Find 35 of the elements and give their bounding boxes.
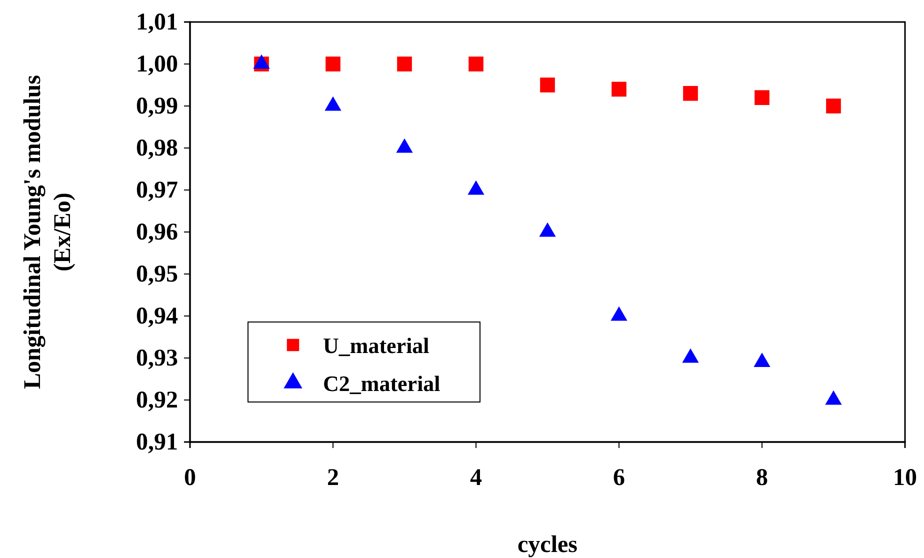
y-tick-label: 0,96: [136, 220, 178, 246]
point: [683, 86, 698, 101]
y-tick-label: 0,91: [136, 430, 178, 456]
point: [826, 98, 841, 114]
y-tick-label: 1,00: [136, 52, 178, 78]
point: [754, 90, 770, 106]
x-tick-label: 10: [893, 465, 917, 492]
point: [825, 390, 842, 405]
x-tick-label: 6: [613, 465, 625, 492]
point: [754, 352, 770, 368]
point: [539, 222, 556, 237]
x-tick-label: 2: [327, 465, 339, 492]
legend-label: C2_material: [323, 371, 440, 396]
point: [610, 306, 628, 321]
y-tick-label: 0,99: [136, 94, 178, 120]
legend-label: U_material: [323, 333, 430, 358]
point: [397, 56, 412, 72]
point: [612, 82, 626, 97]
x-axis-title: cycles: [518, 532, 578, 558]
y-tick-label: 0,95: [136, 262, 178, 288]
y-tick-label: 0,98: [136, 136, 178, 162]
x-tick-label: 8: [756, 465, 768, 492]
point: [468, 180, 484, 195]
y-tick-label: 0,92: [136, 388, 178, 414]
point: [468, 56, 484, 72]
x-tick-label: 4: [470, 465, 482, 492]
y-tick-label: 0,93: [136, 346, 178, 372]
point: [326, 56, 340, 72]
x-tick-label: 0: [184, 465, 196, 492]
point: [682, 348, 699, 363]
y-axis-title: Longitudinal Young's modulus (Ex/Eo): [20, 75, 76, 389]
y-tick-label: 0,97: [136, 178, 178, 204]
point: [540, 78, 555, 92]
y-tick-label: 0,94: [136, 304, 178, 330]
y-tick-label: 1,01: [136, 10, 178, 36]
